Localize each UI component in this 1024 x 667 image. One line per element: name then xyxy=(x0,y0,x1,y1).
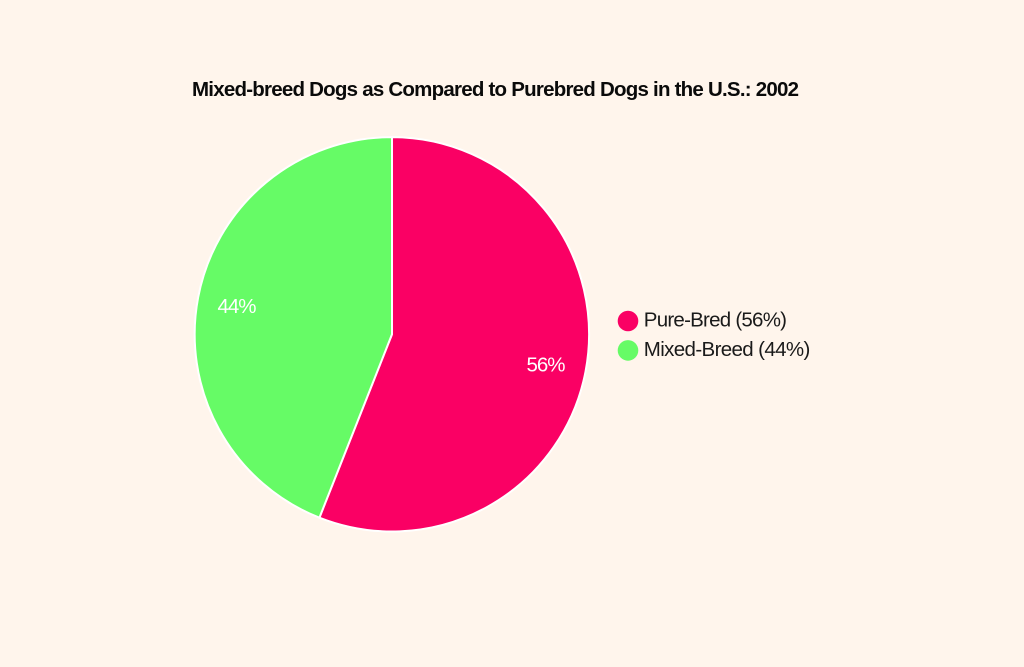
svg-text:Pure-Bred (56%): Pure-Bred (56%) xyxy=(644,308,787,331)
svg-text:44%: 44% xyxy=(218,295,257,318)
svg-text:56%: 56% xyxy=(527,354,566,377)
svg-text:Mixed-breed Dogs as Compared t: Mixed-breed Dogs as Compared to Purebred… xyxy=(192,78,799,101)
svg-text:Mixed-Breed (44%): Mixed-Breed (44%) xyxy=(644,338,811,361)
